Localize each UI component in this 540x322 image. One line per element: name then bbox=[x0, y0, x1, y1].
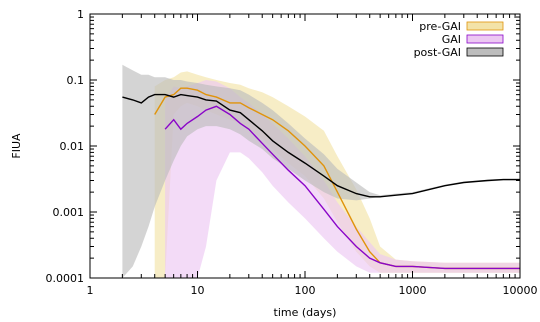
y-tick-label: 0.01 bbox=[60, 140, 85, 153]
legend-swatch-gai bbox=[466, 34, 504, 44]
legend-swatch-post-gai bbox=[466, 47, 504, 57]
y-axis-label: FIUA bbox=[10, 133, 23, 159]
y-tick-label: 0.0001 bbox=[46, 272, 85, 285]
axis-ticks bbox=[89, 13, 521, 279]
x-tick-label: 100 bbox=[295, 284, 316, 297]
gai-line bbox=[164, 105, 520, 270]
x-tick-label: 10 bbox=[191, 284, 205, 297]
x-tick-label: 1000 bbox=[399, 284, 427, 297]
legend-label-pre-gai: pre-GAI bbox=[419, 20, 461, 33]
legend-label-post-gai: post-GAI bbox=[414, 46, 461, 59]
legend-label-gai: GAI bbox=[442, 33, 461, 46]
x-tick-label: 10000 bbox=[503, 284, 538, 297]
x-axis-label: time (days) bbox=[274, 306, 337, 319]
x-tick-label: 1 bbox=[87, 284, 94, 297]
y-tick-label: 0.1 bbox=[67, 74, 85, 87]
post-gai-line bbox=[122, 93, 520, 198]
legend-swatch-pre-gai bbox=[466, 21, 504, 31]
post-gai-band bbox=[122, 64, 520, 278]
axis-tick-labels: 1 10 100 1000 10000 0.0001 0.001 0.01 0.1 1 bbox=[46, 8, 538, 297]
confidence-bands bbox=[122, 64, 520, 278]
series-lines bbox=[122, 87, 520, 270]
y-tick-label: 1 bbox=[77, 8, 84, 21]
y-tick-label: 0.001 bbox=[53, 206, 85, 219]
